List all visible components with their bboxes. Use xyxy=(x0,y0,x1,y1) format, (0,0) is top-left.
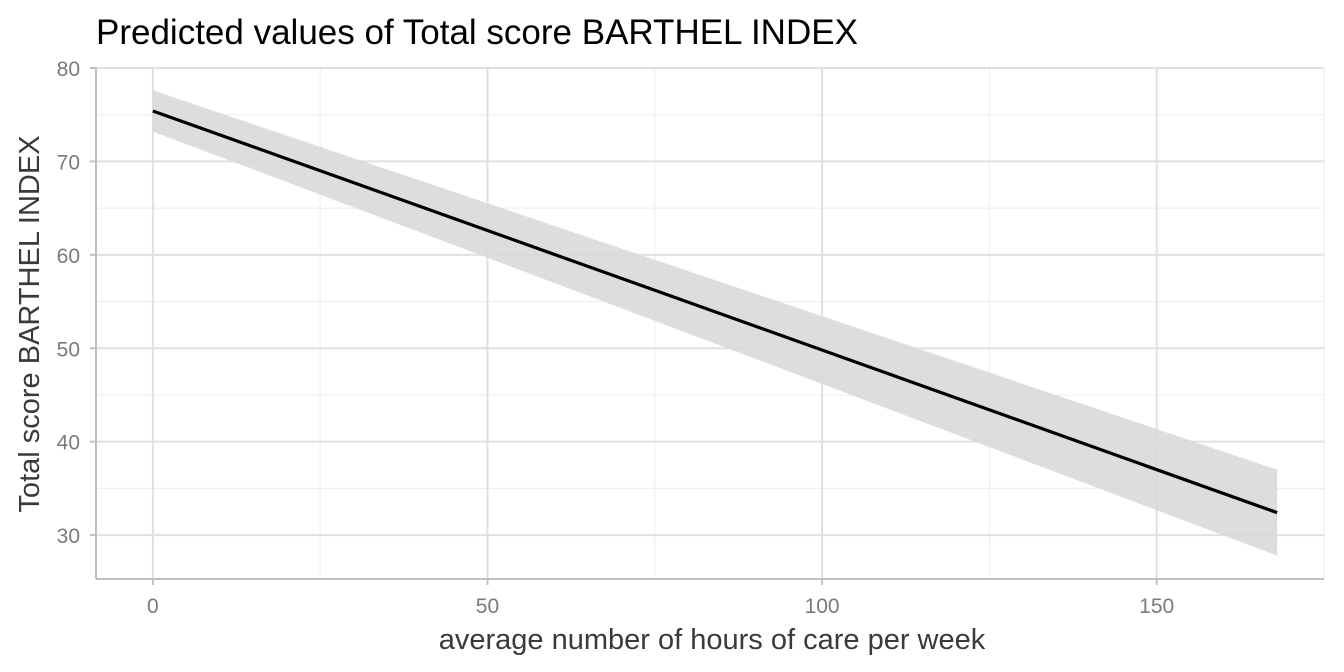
axes xyxy=(90,67,1324,585)
y-tick-label: 80 xyxy=(57,58,80,81)
line-layer xyxy=(152,109,1278,515)
tick-labels: 0 50 100 150 30 40 50 60 70 80 xyxy=(57,58,1175,618)
y-tick-label: 70 xyxy=(57,151,80,174)
y-tick-label: 60 xyxy=(57,245,80,268)
x-tick-label: 100 xyxy=(805,595,840,618)
y-tick-label: 50 xyxy=(57,338,80,361)
confidence-band xyxy=(152,90,1278,556)
y-tick-label: 40 xyxy=(57,432,80,455)
y-tick-label: 30 xyxy=(57,525,80,548)
x-tick-label: 0 xyxy=(147,595,159,618)
grid xyxy=(96,67,1325,579)
prediction-line xyxy=(152,109,1278,515)
y-axis-title: Total score BARTHEL INDEX xyxy=(14,135,46,512)
chart-title: Predicted values of Total score BARTHEL … xyxy=(96,13,858,52)
x-axis-title: average number of hours of care per week xyxy=(439,624,986,656)
x-tick-label: 50 xyxy=(476,595,499,618)
confidence-band-layer xyxy=(152,90,1278,556)
x-tick-label: 150 xyxy=(1139,595,1174,618)
